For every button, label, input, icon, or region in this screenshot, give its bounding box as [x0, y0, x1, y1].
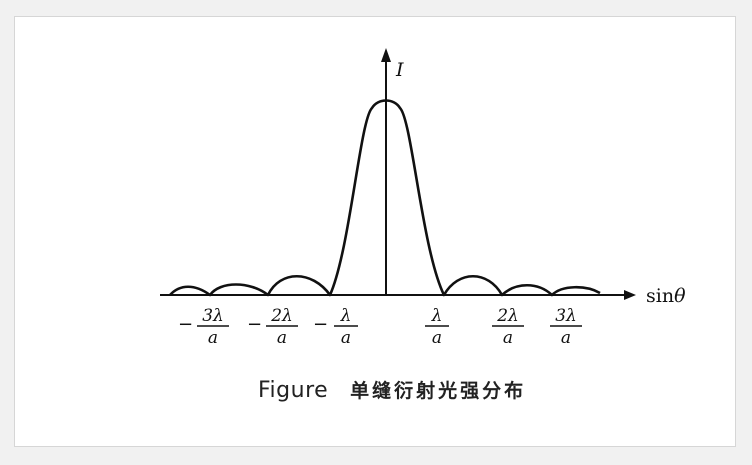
caption-title: 单缝衍射光强分布 — [350, 380, 527, 402]
figure-caption: Figure 单缝衍射光强分布 — [258, 376, 526, 403]
tick-label: − 2λ a — [247, 306, 298, 348]
tick-label: − 3λ a — [178, 306, 229, 348]
tick-numerator: λ — [340, 306, 352, 326]
tick-denominator: a — [277, 328, 287, 348]
tick-minus: − — [247, 314, 262, 335]
tick-numerator: 3λ — [202, 306, 224, 326]
tick-numerator: 2λ — [270, 306, 293, 326]
tick-label: − λ a — [313, 306, 358, 348]
tick-denominator: a — [561, 328, 571, 348]
tick-label: 2λ a — [492, 306, 524, 348]
x-axis-label-text: sin — [646, 285, 674, 307]
tick-label: 3λ a — [550, 306, 582, 348]
caption-word: Figure — [258, 378, 329, 403]
tick-numerator: 3λ — [555, 306, 577, 326]
y-axis-label: I — [395, 59, 404, 81]
tick-label: λ a — [425, 306, 449, 348]
tick-denominator: a — [208, 328, 218, 348]
intensity-curve — [169, 99, 601, 297]
tick-minus: − — [178, 314, 193, 335]
tick-denominator: a — [503, 328, 513, 348]
x-axis-label: sinθ — [646, 285, 686, 307]
tick-denominator: a — [432, 328, 442, 348]
x-axis-label-symbol: θ — [674, 285, 686, 307]
figure-card — [14, 16, 736, 447]
x-axis-arrowhead — [624, 290, 636, 300]
tick-labels: − 3λ a − 2λ a − λ a λ a 2λ a 3λ — [178, 306, 582, 348]
y-axis-arrowhead — [381, 48, 391, 62]
tick-numerator: 2λ — [496, 306, 519, 326]
tick-minus: − — [313, 314, 328, 335]
tick-numerator: λ — [431, 306, 443, 326]
tick-denominator: a — [341, 328, 351, 348]
